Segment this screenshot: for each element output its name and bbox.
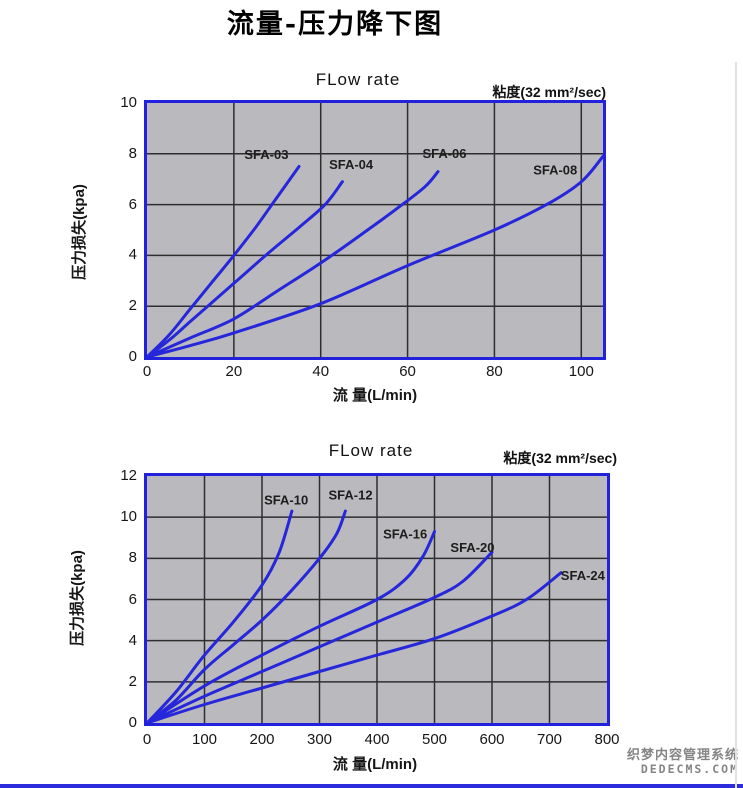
x-tick-label: 700	[536, 731, 563, 748]
series-label-SFA-04: SFA-04	[329, 157, 374, 172]
x-tick-label: 0	[142, 731, 152, 748]
chart-top-y-axis-title: 压力损失(kpa)	[71, 184, 88, 280]
y-tick-label: 2	[128, 672, 137, 690]
y-tick-label: 2	[128, 297, 137, 315]
series-label-SFA-03: SFA-03	[244, 147, 288, 162]
chart-bottom-title: FLow rate	[328, 441, 414, 460]
x-tick-label: 200	[249, 731, 275, 748]
y-tick-label: 4	[128, 246, 137, 264]
series-curve-SFA-04	[147, 180, 344, 357]
y-tick-label: 8	[128, 549, 137, 567]
chart-bottom-y-axis-title: 压力损失(kpa)	[69, 550, 86, 646]
x-tick-label: 60	[399, 363, 416, 380]
x-tick-label: 400	[364, 731, 390, 748]
right-edge-divider	[735, 62, 737, 788]
watermark-line2: DEDECMS.COM	[640, 762, 739, 776]
x-tick-label: 100	[568, 363, 594, 380]
watermark: 织梦内容管理系统 DEDECMS.COM	[559, 747, 739, 777]
chart-top-plot-svg: SFA-03 SFA-04 SFA-06 SFA-08	[147, 103, 603, 357]
series-curve-SFA-08	[147, 154, 603, 357]
y-tick-label: 10	[120, 508, 137, 526]
x-tick-label: 100	[191, 731, 218, 748]
x-tick-label: 800	[594, 731, 620, 748]
series-curve-SFA-16	[147, 530, 436, 723]
x-tick-label: 40	[312, 363, 330, 380]
y-tick-label: 6	[128, 195, 137, 213]
x-tick-label: 500	[421, 731, 448, 748]
chart-bottom-viscosity-note: 粘度(32 mm²/sec)	[503, 450, 617, 466]
series-label-SFA-16: SFA-16	[383, 527, 427, 542]
series-curve-SFA-20	[147, 550, 494, 723]
chart-top-plot-area: SFA-03 SFA-04 SFA-06 SFA-08	[144, 100, 606, 360]
series-curve-SFA-10	[147, 509, 294, 723]
chart-bottom-plot-area: SFA-10 SFA-12 SFA-16 SFA-20 SFA-24	[144, 473, 610, 726]
series-label-SFA-06: SFA-06	[422, 146, 466, 161]
chart-bottom-plot-svg: SFA-10 SFA-12 SFA-16 SFA-20 SFA-24	[147, 476, 607, 723]
x-tick-label: 80	[486, 363, 503, 380]
watermark-line1: 织梦内容管理系统	[626, 747, 739, 762]
series-curve-SFA-06	[147, 170, 440, 357]
bottom-blue-bar	[0, 784, 743, 788]
y-tick-label: 0	[128, 714, 137, 731]
y-tick-label: 8	[128, 144, 137, 162]
series-label-SFA-24: SFA-24	[561, 568, 606, 583]
series-label-SFA-12: SFA-12	[329, 488, 373, 503]
y-tick-label: 12	[120, 467, 137, 484]
y-tick-label: 0	[128, 348, 137, 365]
x-tick-label: 600	[479, 731, 505, 748]
series-label-SFA-08: SFA-08	[533, 162, 577, 177]
chart-top-viscosity-note: 粘度(32 mm²/sec)	[492, 84, 606, 100]
series-label-SFA-10: SFA-10	[264, 493, 308, 508]
chart-top-title: FLow rate	[315, 70, 401, 89]
x-tick-label: 0	[142, 363, 152, 380]
series-curve-SFA-12	[147, 509, 347, 723]
series-label-SFA-20: SFA-20	[450, 540, 494, 555]
y-tick-label: 10	[120, 94, 137, 111]
chart-bottom-x-axis-title: 流 量(L/min)	[332, 756, 418, 773]
y-tick-label: 6	[128, 590, 137, 608]
x-tick-label: 300	[306, 731, 333, 748]
chart-top-x-axis-title: 流 量(L/min)	[332, 387, 418, 404]
page-title: 流量-压力降下图	[226, 9, 444, 40]
x-tick-label: 20	[225, 363, 243, 380]
y-tick-label: 4	[128, 631, 137, 649]
series-curve-SFA-03	[147, 165, 301, 357]
series-curve-SFA-24	[147, 571, 563, 723]
